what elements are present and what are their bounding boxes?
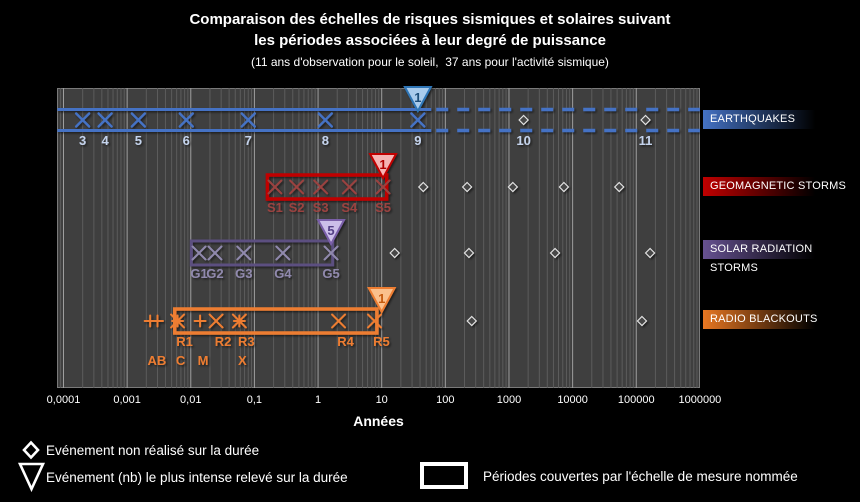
x-axis-tick: 100000 — [617, 394, 655, 406]
category-label-solar-radiation-storms: SOLAR RADIATION STORMS — [703, 240, 859, 274]
triangle-legend-icon — [17, 462, 46, 493]
x-axis-tick: 0,1 — [246, 394, 263, 406]
x-axis-tick: 100 — [436, 394, 455, 406]
chart-subtitle: (11 ans d'observation pour le soleil, 37… — [251, 55, 609, 69]
legend-most-intense-label: Evénement (nb) le plus intense relevé su… — [46, 470, 348, 485]
legend-not-realized-label: Evénement non réalisé sur la durée — [46, 443, 260, 458]
x-axis-tick: 0,001 — [113, 394, 141, 406]
chart-title-line1: Comparaison des échelles de risques sism… — [189, 11, 671, 28]
category-label-geomagnetic-storms: GEOMAGNETIC STORMS — [703, 177, 859, 196]
diamond-legend-icon — [22, 440, 40, 460]
x-axis-tick: 0,01 — [180, 394, 202, 406]
rectangle-legend-icon — [420, 462, 468, 489]
x-axis-tick: 0,0001 — [46, 394, 81, 406]
legend-coverage-label: Périodes couvertes par l'échelle de mesu… — [483, 469, 798, 484]
category-label-earthquakes: EARTHQUAKES — [703, 110, 859, 129]
x-axis-tick: 10 — [375, 394, 388, 406]
chart-title-line2: les périodes associées à leur degré de p… — [254, 32, 606, 49]
category-label-radio-blackouts: RADIO BLACKOUTS — [703, 310, 859, 329]
x-axis-tick: 1 — [314, 394, 322, 406]
x-axis-tick: 1000 — [496, 394, 522, 406]
x-axis-title: Années — [353, 413, 404, 429]
x-axis-tick: 10000 — [557, 394, 588, 406]
x-axis-tick: 1000000 — [678, 394, 722, 406]
plot-area — [57, 88, 700, 388]
